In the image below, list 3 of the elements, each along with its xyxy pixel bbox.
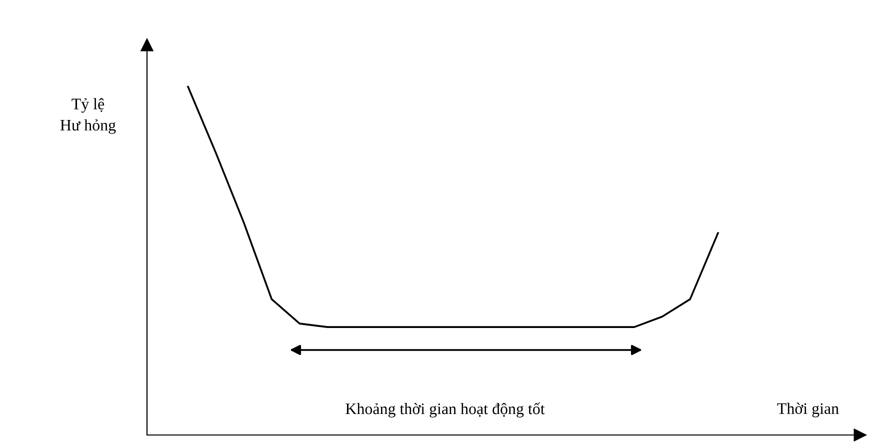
annotation: Khoảng thời gian hoạt động tốt <box>346 402 545 418</box>
x-axis-title: Thời gian <box>777 402 839 418</box>
y-axis-title: Tỷ lệ Hư hỏng <box>60 98 116 134</box>
